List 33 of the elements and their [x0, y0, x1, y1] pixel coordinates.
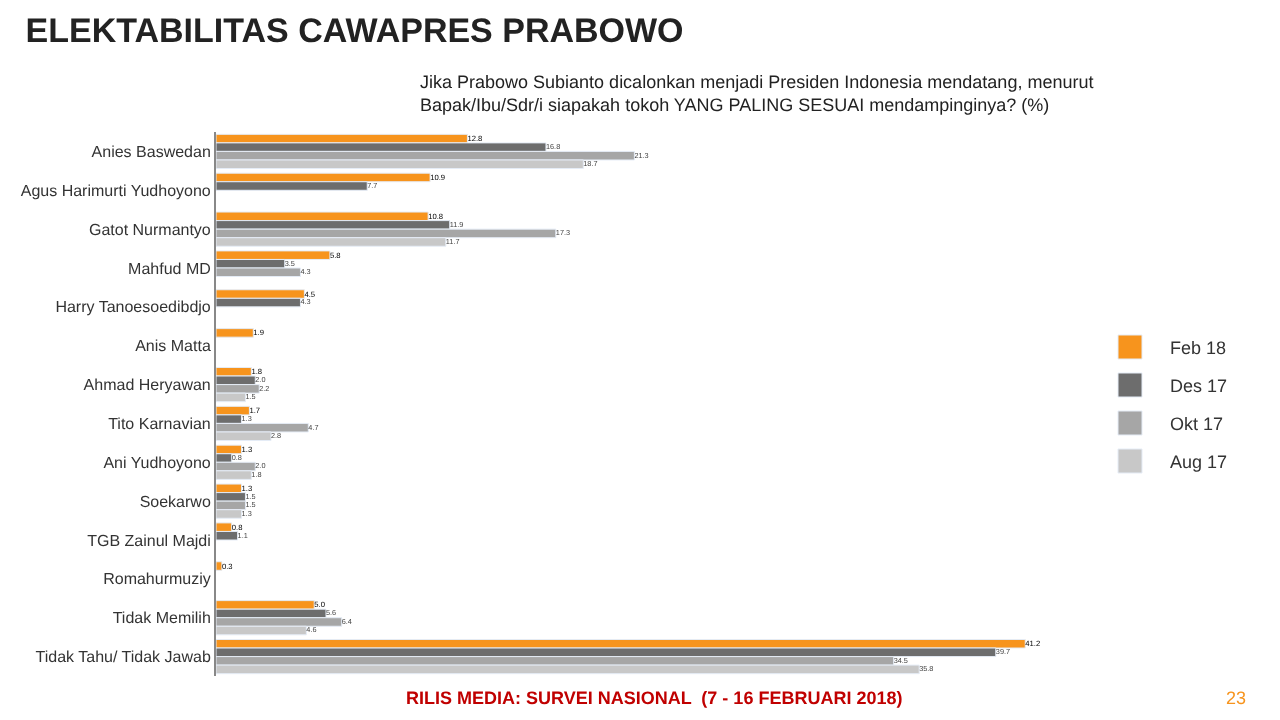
bar [216, 617, 343, 627]
y-tick-label: Gatot Nurmantyo [88, 220, 212, 239]
bar [216, 422, 309, 433]
y-tick-label: Tidak Tahu/ Tidak Jawab [35, 648, 212, 667]
legend-label: Des 17 [1170, 376, 1228, 397]
y-tick-label: Soekarwo [139, 492, 212, 511]
legend-label: Aug 17 [1170, 452, 1228, 473]
y-tick-label: Anis Matta [135, 337, 212, 356]
chart-title: ELEKTABILITAS CAWAPRES PRABOWO [25, 11, 684, 50]
text: RILIS MEDIA: SURVEI NASIONAL (7 - 16 FEBRUARI 2018) [406, 688, 903, 708]
y-tick-label: TGB Zainul Majdi [87, 531, 212, 550]
chart-subtitle: Jika Prabowo Subianto dicalonkan menjadi Presiden Indonesia mendatang, menurut Bapak/Ibu/Sdr/i siapakah tokoh YANG PALING SESUAI mendampinginya? (%) [420, 72, 1095, 116]
y-tick-label: Anies Baswedan [91, 143, 211, 162]
y-tick-label: Tito Karnavian [108, 415, 211, 434]
bar [216, 228, 557, 239]
y-tick-label: Tidak Memilih [112, 609, 211, 628]
y-tick-label: Ani Yudhoyono [103, 453, 212, 472]
y-tick-label: Ahmad Heryawan [83, 376, 211, 395]
y-tick-label: Romahurmuziy [103, 570, 211, 589]
bar [216, 375, 256, 386]
bar [216, 328, 254, 338]
bar [216, 530, 239, 541]
text: 23 [1226, 688, 1247, 708]
y-tick-label: Mahfud MD [128, 259, 212, 278]
legend-label: Feb 18 [1170, 338, 1227, 359]
y-tick-label: Harry Tanoesoedibdjo [55, 298, 212, 317]
bar [216, 267, 301, 278]
bar [216, 664, 920, 675]
bar [216, 500, 246, 511]
bar [216, 561, 223, 571]
y-tick-label: Agus Harimurti Yudhoyono [20, 181, 212, 200]
bar [216, 297, 301, 308]
legend-label: Okt 17 [1170, 414, 1224, 435]
